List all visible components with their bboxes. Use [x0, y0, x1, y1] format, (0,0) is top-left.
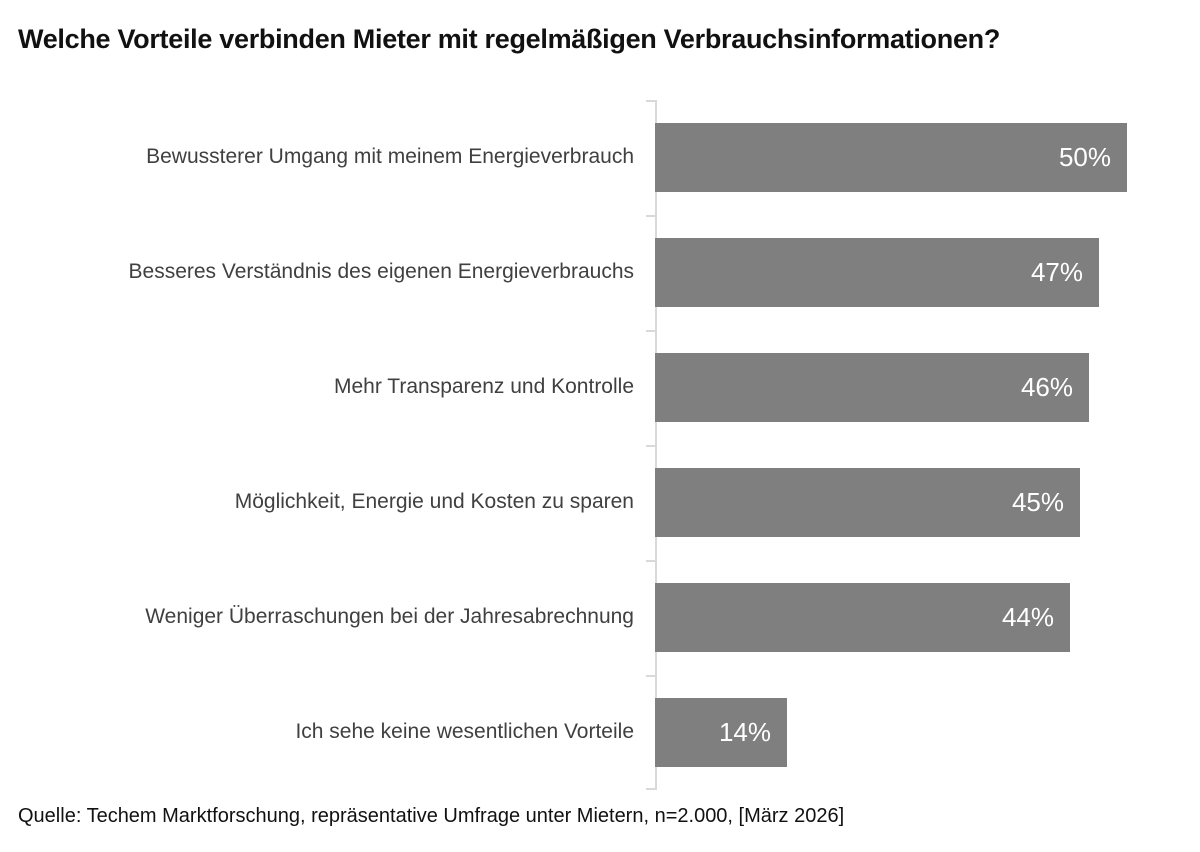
- plot-cell: 44%: [655, 560, 1200, 675]
- plot-cell: 45%: [655, 445, 1200, 560]
- category-label: Bewussterer Umgang mit meinem Energiever…: [146, 145, 634, 169]
- value-label: 46%: [1020, 372, 1073, 402]
- chart-rows: Bewussterer Umgang mit meinem Energiever…: [0, 100, 1200, 790]
- category-label: Weniger Überraschungen bei der Jahresabr…: [145, 605, 634, 629]
- bar: 45%: [655, 468, 1080, 537]
- chart-row: Weniger Überraschungen bei der Jahresabr…: [0, 560, 1200, 675]
- bar: 14%: [655, 698, 787, 767]
- plot-cell: 47%: [655, 215, 1200, 330]
- source-note: Quelle: Techem Marktforschung, repräsent…: [18, 805, 845, 827]
- plot-cell: 14%: [655, 675, 1200, 790]
- category-label: Möglichkeit, Energie und Kosten zu spare…: [234, 490, 634, 514]
- chart-row: Besseres Verständnis des eigenen Energie…: [0, 215, 1200, 330]
- page-title: Welche Vorteile verbinden Mieter mit reg…: [18, 24, 1001, 54]
- bar: 50%: [655, 123, 1127, 192]
- chart-row: Ich sehe keine wesentlichen Vorteile 14%: [0, 675, 1200, 790]
- value-label: 47%: [1030, 257, 1083, 287]
- plot-cell: 46%: [655, 330, 1200, 445]
- category-label: Mehr Transparenz und Kontrolle: [334, 375, 634, 399]
- axis-tick: [646, 215, 655, 217]
- axis-tick: [646, 100, 655, 102]
- value-label: 50%: [1058, 142, 1111, 172]
- bar: 47%: [655, 238, 1099, 307]
- axis-tick: [646, 445, 655, 447]
- value-label: 14%: [718, 717, 771, 747]
- plot-cell: 50%: [655, 100, 1200, 215]
- category-label: Ich sehe keine wesentlichen Vorteile: [295, 720, 634, 744]
- chart-row: Möglichkeit, Energie und Kosten zu spare…: [0, 445, 1200, 560]
- chart-row: Mehr Transparenz und Kontrolle 46%: [0, 330, 1200, 445]
- axis-tick: [646, 560, 655, 562]
- axis-tick: [646, 675, 655, 677]
- bar: 44%: [655, 583, 1070, 652]
- axis-tick: [646, 788, 655, 790]
- value-label: 44%: [1001, 602, 1054, 632]
- y-axis-line: [655, 100, 657, 790]
- value-label: 45%: [1011, 487, 1064, 517]
- chart-row: Bewussterer Umgang mit meinem Energiever…: [0, 100, 1200, 215]
- category-label: Besseres Verständnis des eigenen Energie…: [128, 260, 634, 284]
- bar: 46%: [655, 353, 1089, 422]
- bar-chart: Bewussterer Umgang mit meinem Energiever…: [0, 100, 1200, 790]
- axis-tick: [646, 330, 655, 332]
